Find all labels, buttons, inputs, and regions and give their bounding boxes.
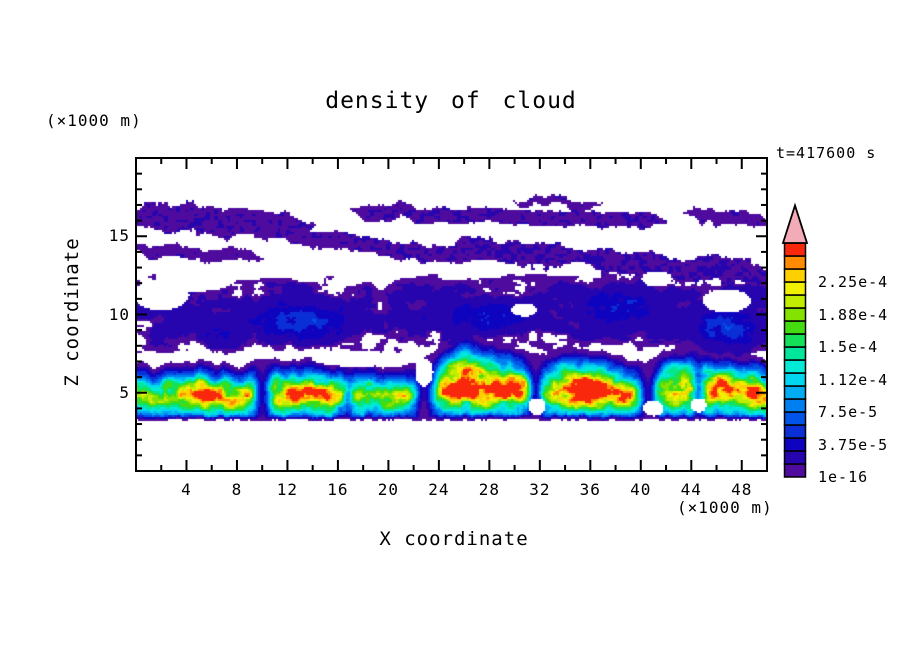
x-tick-label: 28 bbox=[478, 480, 500, 499]
colorbar-label: 7.5e-5 bbox=[818, 403, 879, 421]
y-tick-label: 10 bbox=[108, 304, 130, 324]
x-tick-label: 48 bbox=[731, 480, 753, 499]
colorbar-segment bbox=[783, 242, 807, 257]
x-tick-label: 24 bbox=[428, 480, 450, 499]
colorbar-segment bbox=[783, 268, 807, 283]
colorbar-segment bbox=[783, 333, 807, 348]
cloud-density-heatmap bbox=[136, 158, 767, 471]
colorbar-segment bbox=[783, 281, 807, 296]
colorbar-label: 1.12e-4 bbox=[818, 370, 889, 389]
colorbar-overflow-arrow bbox=[781, 202, 809, 244]
time-label: t=417600 s bbox=[776, 144, 877, 162]
colorbar-segment bbox=[783, 346, 807, 361]
x-tick-label: 12 bbox=[276, 480, 299, 499]
colorbar-segment bbox=[783, 424, 807, 439]
colorbar-segment bbox=[783, 320, 807, 335]
x-tick-label: 8 bbox=[231, 480, 243, 499]
y-tick-label: 15 bbox=[108, 226, 130, 246]
x-tick-label: 16 bbox=[327, 480, 349, 499]
colorbar-label: 2.25e-4 bbox=[818, 273, 889, 291]
colorbar-segment bbox=[783, 359, 807, 374]
colorbar-segment bbox=[783, 372, 807, 387]
x-axis-unit-label: (×1000 m) bbox=[677, 498, 773, 517]
colorbar-segment bbox=[783, 385, 807, 400]
colorbar-segment bbox=[783, 307, 807, 322]
x-tick-label: 20 bbox=[377, 480, 400, 499]
x-tick-label: 4 bbox=[181, 480, 192, 499]
x-tick-label: 32 bbox=[529, 480, 551, 499]
colorbar-segment bbox=[783, 450, 807, 465]
colorbar-label: 3.75e-5 bbox=[818, 435, 889, 454]
plot-frame bbox=[135, 157, 768, 472]
y-tick-label: 5 bbox=[119, 382, 130, 402]
colorbar-segment bbox=[783, 437, 807, 452]
colorbar-segment bbox=[783, 398, 807, 413]
colorbar-segment bbox=[783, 294, 807, 309]
colorbar-label: 1e-16 bbox=[818, 468, 869, 486]
colorbar-segment bbox=[783, 255, 807, 270]
x-tick-label: 36 bbox=[579, 480, 601, 499]
colorbar-label: 1.88e-4 bbox=[818, 305, 889, 324]
x-tick-label: 40 bbox=[630, 480, 652, 499]
colorbar-segment bbox=[783, 463, 807, 478]
x-axis-title: X coordinate bbox=[379, 528, 529, 550]
colorbar-label: 1.5e-4 bbox=[818, 338, 879, 356]
y-axis-unit-label: (×1000 m) bbox=[46, 111, 142, 130]
colorbar-segment bbox=[783, 411, 807, 426]
x-tick-label: 44 bbox=[680, 480, 702, 499]
chart-title: density of cloud bbox=[325, 88, 577, 114]
